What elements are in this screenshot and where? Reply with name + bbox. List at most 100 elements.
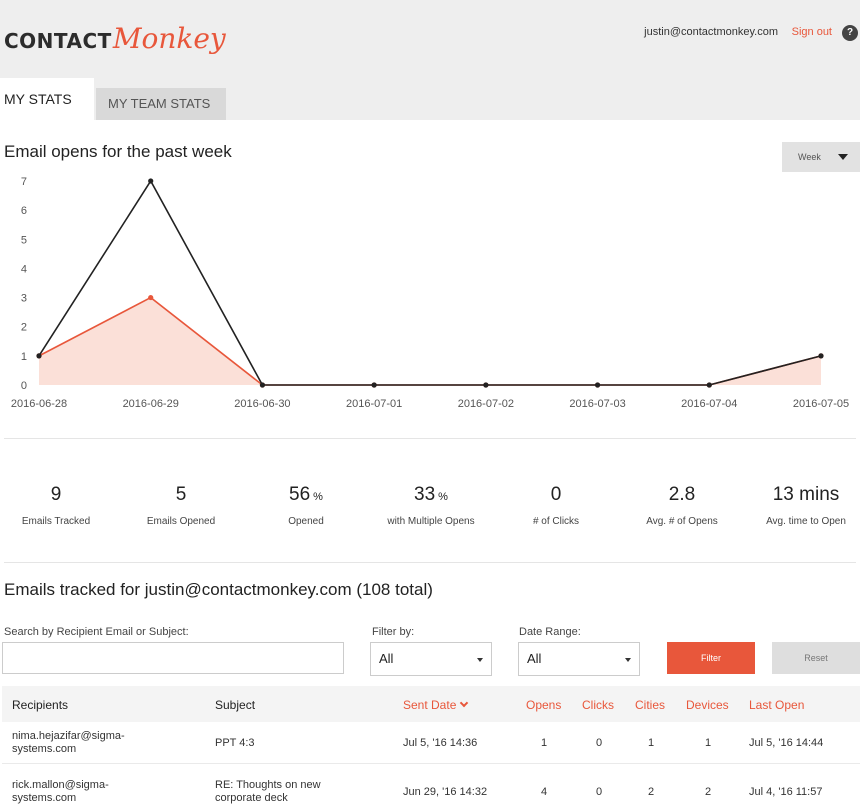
subject-line: RE: Thoughts on new <box>215 779 321 791</box>
column-recipients[interactable]: Recipients <box>12 698 69 712</box>
stat-value: 13 mins <box>746 484 860 508</box>
caret-down-icon <box>477 658 483 662</box>
filter-button[interactable]: Filter <box>667 642 755 674</box>
series-point <box>371 382 377 388</box>
column-last-open[interactable]: Last Open <box>749 698 805 712</box>
y-tick-label: 6 <box>21 205 27 217</box>
column-opens[interactable]: Opens <box>526 698 562 712</box>
stat-label: Opened <box>288 516 324 527</box>
table-row-last-open: Jul 5, '16 14:44 <box>749 737 824 749</box>
x-tick-label: 2016-06-29 <box>123 398 179 410</box>
series-area <box>39 297 821 385</box>
stat-label: Emails Opened <box>146 516 216 527</box>
stat-block: 9 Emails Tracked <box>0 484 116 527</box>
column-sent-date[interactable]: Sent Date <box>403 698 469 712</box>
table-row-devices: 1 <box>705 737 712 749</box>
recipient-line: systems.com <box>12 792 77 804</box>
stat-label: # of Clicks <box>532 516 580 527</box>
y-tick-label: 4 <box>21 263 27 275</box>
caret-down-icon <box>838 154 848 160</box>
stat-unit: % <box>313 491 323 503</box>
series-point <box>483 382 489 388</box>
reset-button[interactable]: Reset <box>772 642 860 674</box>
table-row-subject[interactable]: PPT 4:3 <box>215 737 255 749</box>
user-email: justin@contactmonkey.com <box>644 26 778 38</box>
stat-number: 0 <box>550 484 562 505</box>
series-point <box>259 382 266 388</box>
date-range-label: Date Range: <box>519 626 581 638</box>
column-devices[interactable]: Devices <box>686 698 729 712</box>
table-row-sent-date: Jun 29, '16 14:32 <box>403 786 488 798</box>
divider <box>4 562 856 563</box>
range-select-value: Week <box>798 152 821 162</box>
stat-block: 2.8 Avg. # of Opens <box>622 484 742 527</box>
series-point <box>594 382 601 388</box>
stat-label: Emails Tracked <box>21 516 91 527</box>
table-row-cities: 2 <box>648 786 655 798</box>
recipient-line: rick.mallon@sigma- <box>12 779 109 791</box>
table-row-recipient[interactable]: nima.hejazifar@sigma-systems.com <box>12 730 125 756</box>
x-tick-label: 2016-07-01 <box>346 398 402 410</box>
stat-number: 9 <box>50 484 62 505</box>
stat-label: with Multiple Opens <box>387 516 475 527</box>
series-point <box>148 294 154 301</box>
range-select[interactable]: Week <box>782 142 860 172</box>
email-opens-chart: 0 1 2 3 4 5 6 7 2016-06-28 2016-06-29 2016-06-30 20… <box>11 176 849 410</box>
y-tick-label: 2 <box>21 322 27 334</box>
tab-my-team-stats[interactable]: MY TEAM STATS <box>96 88 226 120</box>
table-row-last-open: Jul 4, '16 11:57 <box>749 786 823 798</box>
filter-select-value: All <box>379 651 394 666</box>
recipient-line: nima.hejazifar@sigma- <box>12 730 125 742</box>
caret-down-icon <box>625 658 631 662</box>
stat-value: 5 <box>121 484 241 508</box>
table-row-sent-date: Jul 5, '16 14:36 <box>403 737 478 749</box>
date-range-select-value: All <box>527 651 542 666</box>
filter-select[interactable]: All <box>370 642 492 676</box>
series-point <box>148 178 154 184</box>
stat-block: 0 # of Clicks <box>496 484 616 527</box>
table-row-opens: 4 <box>541 786 548 798</box>
stat-number: 2.8 <box>668 484 696 505</box>
tab-my-stats[interactable]: MY STATS <box>0 78 94 120</box>
series-point <box>706 382 712 388</box>
logo-monkey-text: Monkey <box>112 22 226 55</box>
recipient-line: systems.com <box>12 743 77 755</box>
date-range-select[interactable]: All <box>518 642 640 676</box>
help-icon[interactable]: ? <box>842 25 858 41</box>
y-tick-label: 3 <box>21 293 27 305</box>
column-cities[interactable]: Cities <box>635 698 666 712</box>
series-point <box>36 353 42 359</box>
stat-unit: % <box>438 491 448 503</box>
sort-down-icon <box>460 698 469 708</box>
column-clicks[interactable]: Clicks <box>582 698 614 712</box>
filter-label: Filter by: <box>372 626 415 638</box>
table-row-devices: 2 <box>705 786 712 798</box>
table-row-cities: 1 <box>648 737 655 749</box>
subject-line: corporate deck <box>215 792 288 804</box>
series-line <box>38 179 822 386</box>
stat-value: 2.8 <box>622 484 742 508</box>
sign-out-link[interactable]: Sign out <box>791 26 832 38</box>
table-row-opens: 1 <box>541 737 548 749</box>
stat-value: 0 <box>496 484 616 508</box>
search-input[interactable] <box>2 642 344 674</box>
stat-value: 56% <box>246 484 366 508</box>
emails-tracked-title: Emails tracked for justin@contactmonkey.… <box>4 580 433 599</box>
divider <box>4 438 856 439</box>
column-subject[interactable]: Subject <box>215 698 256 712</box>
stat-value: 9 <box>0 484 116 508</box>
row-divider <box>2 763 860 764</box>
x-tick-label: 2016-06-28 <box>11 398 67 410</box>
stat-block: 5 Emails Opened <box>121 484 241 527</box>
y-tick-label: 1 <box>21 351 27 363</box>
stat-block: 13 mins Avg. time to Open <box>746 484 860 527</box>
series-point <box>818 353 824 359</box>
column-sent-date-label: Sent Date <box>403 698 457 712</box>
contactmonkey-logo[interactable]: CONTACTMonkey <box>4 22 226 55</box>
stat-value: 33% <box>371 484 491 508</box>
chart-title: Email opens for the past week <box>4 142 232 161</box>
table-row-subject[interactable]: RE: Thoughts on new corporate deck <box>215 779 321 805</box>
x-tick-label: 2016-07-04 <box>681 398 737 410</box>
search-label: Search by Recipient Email or Subject: <box>4 626 189 638</box>
table-row-recipient[interactable]: rick.mallon@sigma-systems.com <box>12 779 109 805</box>
